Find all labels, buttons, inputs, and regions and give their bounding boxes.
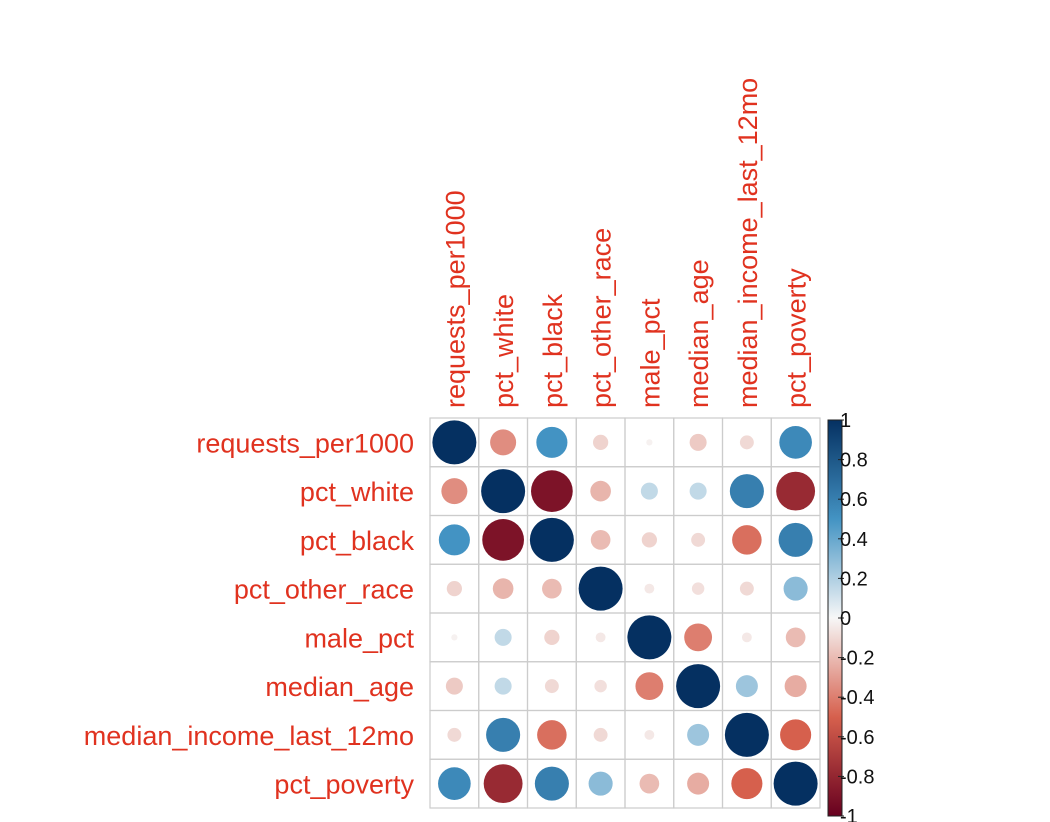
row-label: requests_per1000 (196, 428, 414, 458)
correlation-circle (689, 433, 707, 451)
correlation-circle (724, 712, 769, 757)
correlation-circle (778, 522, 813, 557)
correlation-circle (588, 771, 613, 796)
correlation-circle (640, 482, 658, 500)
correlation-circle (590, 530, 611, 550)
correlation-circle (578, 566, 623, 611)
colorbar-tick-label: -0.6 (840, 727, 874, 749)
column-label: pct_white (489, 294, 519, 408)
correlation-circle (646, 439, 653, 446)
column-label: median_age (684, 259, 714, 408)
column-labels: requests_per1000 pct_white pct_black pct_ot… (440, 78, 811, 408)
correlation-circle (687, 723, 710, 746)
correlation-circle (441, 478, 468, 505)
cells (429, 417, 821, 809)
correlation-circle (490, 429, 517, 456)
colorbar-tick-label: -0.2 (840, 648, 874, 670)
row-label: pct_other_race (234, 575, 414, 605)
column-label: requests_per1000 (440, 190, 470, 408)
correlation-circle (687, 772, 710, 795)
column-label: male_pct (635, 298, 665, 408)
correlation-circle (731, 768, 763, 800)
correlation-circle (635, 672, 664, 701)
correlation-circle (729, 474, 764, 509)
colorbar-tick-label: 0.8 (840, 450, 868, 472)
colorbar-tick-label: 0.4 (840, 529, 868, 551)
correlation-circle (531, 470, 573, 512)
correlation-circle (438, 767, 471, 800)
column-label: pct_poverty (782, 268, 812, 408)
colorbar-tick-label: 1 (840, 410, 851, 432)
correlation-circle (593, 727, 608, 742)
correlation-circle (739, 581, 754, 596)
correlation-circle (536, 426, 568, 458)
correlation-circle (639, 773, 660, 794)
correlation-circle (783, 576, 808, 601)
row-label: pct_black (300, 526, 415, 556)
correlation-circle (544, 629, 560, 645)
colorbar-tick-label: 0 (840, 608, 851, 630)
correlation-circle (732, 525, 762, 555)
correlation-circle (542, 578, 562, 599)
correlation-circle (483, 764, 523, 804)
correlation-circle (641, 532, 657, 548)
correlation-circle (481, 469, 526, 514)
correlation-circle (534, 766, 569, 801)
correlation-circle (780, 719, 812, 751)
colorbar-tick-label: -0.4 (840, 687, 874, 709)
colorbar-tick-label: -1 (840, 806, 858, 822)
column-label: pct_other_race (587, 228, 617, 408)
row-label: median_age (265, 672, 414, 702)
correlation-circle (784, 675, 807, 698)
row-label: median_income_last_12mo (84, 721, 414, 751)
correlation-circle (529, 517, 574, 562)
colorbar-tick-label: 0.6 (840, 489, 868, 511)
correlation-circle (595, 632, 606, 643)
correlation-circle (593, 434, 609, 450)
correlation-circle (447, 727, 462, 742)
colorbar-tick-label: 0.2 (840, 568, 868, 590)
correlation-circle (785, 627, 806, 648)
correlation-circle (773, 761, 818, 806)
row-label: pct_white (300, 477, 414, 507)
correlation-circle (689, 482, 707, 500)
correlation-circle (451, 634, 458, 641)
correlation-circle (627, 615, 672, 660)
correlation-circle (594, 679, 607, 693)
colorbar: 1 0.8 0.6 0.4 0.2 0 -0.2 -0.4 -0.6 -0.8 -1 (827, 410, 874, 822)
correlation-circle (438, 524, 470, 556)
correlation-circle (644, 583, 655, 594)
row-label: male_pct (304, 623, 414, 653)
correlation-circle (486, 717, 521, 752)
correlation-circle (644, 729, 655, 740)
correlation-circle (676, 664, 721, 709)
correlation-circle (432, 420, 477, 465)
column-label: median_income_last_12mo (733, 78, 763, 408)
row-label: pct_poverty (274, 770, 414, 800)
correlation-circle (492, 578, 514, 599)
correlation-circle (776, 471, 816, 511)
correlation-circle (684, 623, 713, 652)
circles (432, 420, 818, 806)
correlation-circle (537, 720, 567, 750)
row-labels: requests_per1000 pct_white pct_black pct_ot… (84, 428, 415, 799)
correlation-circle (482, 519, 524, 561)
correlation-circle (691, 532, 706, 547)
column-label: pct_black (538, 293, 568, 408)
correlation-circle (544, 679, 559, 694)
correlation-circle (590, 480, 611, 502)
grid-cell (770, 758, 821, 809)
correlation-circle (741, 632, 752, 643)
correlation-circle (445, 677, 463, 695)
correlation-circle (735, 675, 758, 698)
correlation-circle (494, 677, 512, 695)
correlation-circle (494, 628, 512, 646)
correlation-circle (779, 426, 812, 459)
colorbar-tick-label: -0.8 (840, 766, 874, 788)
correlation-circle (446, 581, 462, 597)
correlation-circle (691, 582, 705, 595)
correlation-circle (739, 435, 754, 450)
